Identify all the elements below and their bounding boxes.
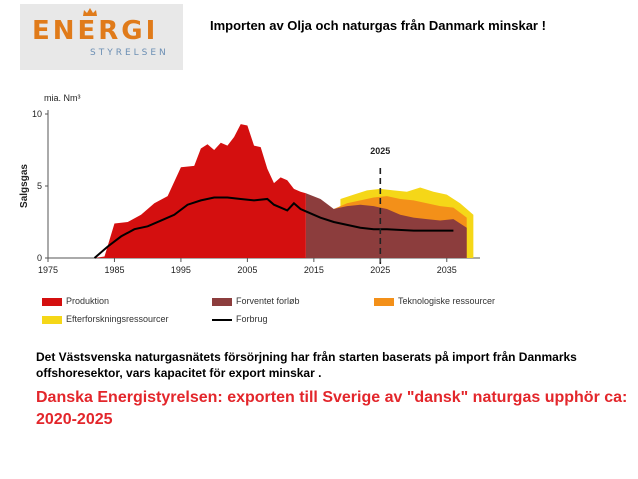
logo-subtitle: STYRELSEN	[90, 48, 169, 58]
marker-label-2025: 2025	[370, 146, 390, 156]
legend-label: Forventet forløb	[236, 296, 300, 306]
y-axis-label: Salgsgas	[19, 164, 30, 208]
legend-swatch	[374, 297, 394, 306]
x-tick-label-1985: 1985	[104, 265, 124, 275]
logo-wordmark: ENERGI	[32, 16, 159, 46]
legend-item-efterforskningsressourcer: Efterforskningsressourcer	[42, 314, 169, 324]
x-tick-label-2035: 2035	[437, 265, 457, 275]
legend-label: Teknologiske ressourcer	[398, 296, 496, 306]
y-tick-label-10: 10	[32, 109, 42, 119]
description-text: Det Västsvenska naturgasnätets försörjni…	[36, 350, 577, 380]
unit-label: mia. Nm³	[44, 93, 81, 103]
headline-text: Danska Energistyrelsen: exporten till Sv…	[36, 389, 628, 428]
legend-label: Forbrug	[236, 314, 268, 324]
area-forventet-forl-b	[305, 193, 467, 258]
legend-item-forbrug: Forbrug	[212, 314, 268, 324]
chart: 2025 1975 1985 1995 2005 2015 2025 2035 0 5 10mia.…	[19, 93, 480, 275]
line-forbrug	[93, 196, 454, 259]
legend-swatch	[212, 318, 232, 321]
legend-swatch	[212, 297, 232, 306]
x-tick-label-2005: 2005	[237, 265, 257, 275]
logo: ENERGI STYRELSEN	[20, 4, 183, 70]
x-tick-label-2025: 2025	[370, 265, 390, 275]
x-tick-label-1975: 1975	[38, 265, 58, 275]
legend-item-produktion: Produktion	[42, 296, 109, 306]
legend-swatch	[42, 297, 62, 306]
legend-item-forventet-forlob: Forventet forløb	[212, 296, 300, 306]
x-tick-label-1995: 1995	[171, 265, 191, 275]
x-tick-label-2015: 2015	[304, 265, 324, 275]
legend-label: Produktion	[66, 296, 110, 306]
legend-item-teknologiske-ressourcer: Teknologiske ressourcer	[374, 296, 495, 306]
legend-swatch	[42, 315, 62, 324]
area-produktion	[48, 124, 306, 258]
page-title: Importen av Olja och naturgas från Danma…	[210, 18, 546, 33]
crown-icon	[83, 8, 97, 16]
y-tick-label-0: 0	[37, 253, 42, 263]
y-tick-label-5: 5	[37, 181, 42, 191]
legend-label: Efterforskningsressourcer	[66, 314, 169, 324]
